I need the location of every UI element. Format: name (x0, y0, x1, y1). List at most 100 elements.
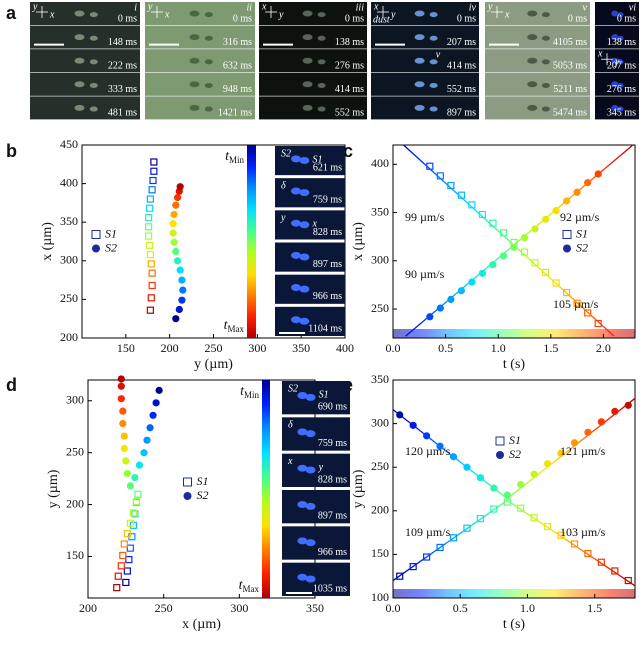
point (476, 474, 484, 482)
particle (541, 59, 550, 65)
y-tick-label: 200 (60, 330, 78, 344)
time-color-strip (393, 329, 635, 338)
plot-frame (392, 144, 636, 339)
time-label: 0 ms (345, 13, 364, 24)
axis-glyph-label: x (373, 1, 379, 12)
point (597, 558, 605, 566)
y-tick-label: 200 (66, 496, 84, 510)
particle (89, 82, 98, 88)
inset-note: x (312, 219, 318, 230)
point (152, 399, 160, 407)
point (463, 524, 471, 532)
inset-time: 759 ms (313, 195, 342, 206)
fit-line (405, 144, 634, 337)
axis-glyph-label: x (164, 9, 170, 20)
point (409, 421, 417, 429)
image-frame (371, 49, 479, 73)
time-label: 552 ms (447, 84, 476, 95)
particle (414, 10, 425, 17)
particle (429, 82, 438, 88)
point (169, 229, 177, 237)
time-label: 1421 ms (218, 108, 252, 119)
particle (302, 81, 313, 88)
particle (611, 57, 619, 64)
image-frame (145, 25, 255, 49)
particle (527, 104, 538, 111)
image-frame (371, 2, 479, 25)
panel-label: c (343, 141, 353, 161)
particle (305, 539, 316, 547)
rate-annotation: 103 µm/s (560, 525, 606, 539)
particle (617, 35, 624, 41)
legend-label: S1 (105, 226, 117, 240)
inset-image (282, 526, 350, 560)
fit-line (506, 397, 636, 500)
axis-glyph-label: y (614, 56, 620, 67)
column-numeral: iii (356, 2, 365, 13)
colorbar-symbol: t (239, 578, 244, 593)
inset-image (282, 453, 350, 487)
particle (204, 82, 213, 88)
y-axis-title: y (µm) (46, 469, 61, 508)
point (122, 457, 130, 465)
plot-frame (392, 379, 636, 599)
point (122, 578, 130, 587)
point (499, 252, 508, 260)
point (499, 229, 508, 237)
particle (527, 34, 538, 41)
point (113, 584, 121, 592)
image-frame (485, 2, 590, 25)
image-frame (485, 72, 590, 96)
point (173, 257, 182, 265)
particle (414, 81, 425, 88)
point (478, 210, 487, 219)
time-label: 0 ms (233, 13, 252, 24)
y-tick-label: 150 (371, 546, 389, 560)
image-frame (145, 2, 255, 25)
particle (527, 81, 538, 88)
axis-glyph-label: x (261, 1, 267, 12)
legend-label: S2 (197, 488, 209, 502)
time-label: 276 ms (335, 60, 364, 71)
particle (204, 12, 213, 18)
particle (305, 502, 316, 510)
x-tick-label: 2.0 (596, 341, 611, 355)
point (148, 186, 156, 194)
point (544, 522, 552, 531)
particle (611, 104, 619, 111)
image-frame (371, 72, 479, 96)
colorbar (262, 380, 270, 598)
particle (74, 10, 85, 17)
point (146, 306, 154, 314)
legend-marker (91, 230, 101, 239)
rate-annotation: 120 µm/s (405, 444, 451, 458)
particle (429, 106, 438, 112)
inset-image (275, 306, 345, 336)
inset-time: 828 ms (313, 227, 342, 238)
axis-glyph-label: x (504, 9, 510, 20)
time-label: 345 ms (607, 108, 636, 119)
point (172, 201, 180, 209)
particle (74, 81, 85, 88)
particle (305, 430, 316, 438)
x-tick-label: 1.5 (543, 341, 558, 355)
y-tick-label: 250 (66, 444, 84, 458)
image-frame (30, 2, 140, 25)
y-tick-label: 250 (371, 459, 389, 473)
colorbar-label: tMax (224, 318, 245, 334)
legend-marker (496, 451, 504, 459)
particle (617, 59, 624, 65)
point (449, 534, 458, 542)
time-label: 138 ms (335, 37, 364, 48)
axis-glyph-label: x (597, 48, 603, 59)
particle (611, 34, 619, 41)
point (530, 514, 538, 522)
time-label: 4105 ms (553, 37, 587, 48)
time-label: 5211 ms (553, 84, 587, 95)
point (129, 509, 137, 517)
point (570, 540, 579, 548)
time-label: 552 ms (335, 108, 364, 119)
point (490, 505, 498, 513)
particle (297, 573, 308, 581)
point (457, 287, 465, 295)
